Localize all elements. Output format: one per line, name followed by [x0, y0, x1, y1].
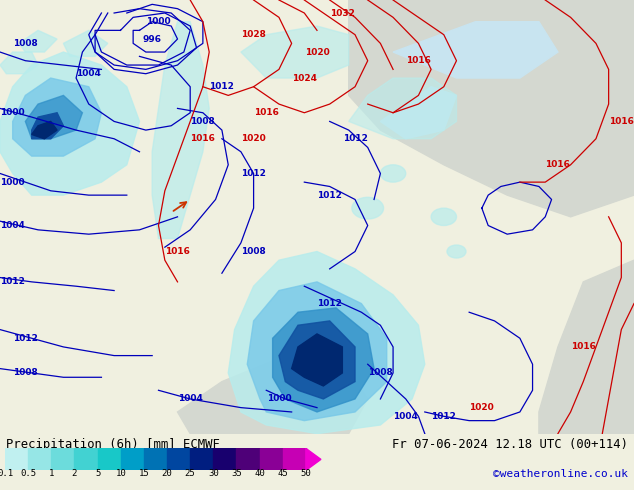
Polygon shape — [349, 0, 634, 217]
Text: 1024: 1024 — [292, 74, 317, 82]
Polygon shape — [279, 321, 355, 399]
Text: 35: 35 — [231, 469, 242, 478]
Text: 1016: 1016 — [165, 247, 190, 256]
Text: 996: 996 — [143, 34, 162, 44]
Text: Fr 07-06-2024 12.18 UTC (00+114): Fr 07-06-2024 12.18 UTC (00+114) — [392, 438, 628, 451]
Polygon shape — [0, 52, 38, 74]
Bar — [74, 448, 98, 470]
Text: 1004: 1004 — [0, 221, 25, 230]
Text: 10: 10 — [115, 469, 126, 478]
Text: 1000: 1000 — [267, 394, 291, 403]
Text: 1016: 1016 — [571, 343, 596, 351]
Bar — [120, 448, 144, 470]
Bar — [259, 448, 283, 470]
Text: 1004: 1004 — [76, 69, 101, 78]
Polygon shape — [32, 122, 57, 139]
Polygon shape — [241, 26, 349, 78]
Polygon shape — [306, 448, 321, 470]
Bar — [28, 448, 51, 470]
Text: 1004: 1004 — [393, 412, 418, 421]
Text: 1012: 1012 — [317, 299, 342, 308]
Text: 1028: 1028 — [241, 30, 266, 39]
Text: 1020: 1020 — [304, 48, 330, 56]
Text: 1008: 1008 — [13, 368, 38, 377]
Polygon shape — [63, 30, 108, 56]
Text: 1000: 1000 — [1, 108, 25, 117]
Polygon shape — [349, 78, 456, 139]
Bar — [213, 448, 236, 470]
Text: 15: 15 — [139, 469, 149, 478]
Polygon shape — [25, 96, 82, 139]
Text: 1012: 1012 — [13, 334, 38, 343]
Polygon shape — [393, 22, 558, 78]
Text: 0.5: 0.5 — [20, 469, 36, 478]
Text: 30: 30 — [208, 469, 219, 478]
Text: 1012: 1012 — [241, 169, 266, 178]
Polygon shape — [380, 87, 456, 139]
Text: 40: 40 — [254, 469, 265, 478]
Text: 1008: 1008 — [13, 39, 38, 48]
Circle shape — [447, 245, 466, 258]
Bar — [236, 448, 259, 470]
Text: 20: 20 — [162, 469, 172, 478]
Text: 1016: 1016 — [190, 134, 216, 143]
Text: 1008: 1008 — [368, 368, 393, 377]
Bar — [190, 448, 213, 470]
Text: 2: 2 — [72, 469, 77, 478]
Text: 45: 45 — [277, 469, 288, 478]
Text: 1012: 1012 — [209, 82, 235, 91]
Text: 1020: 1020 — [469, 403, 495, 412]
Polygon shape — [19, 30, 57, 52]
Text: 1008: 1008 — [241, 247, 266, 256]
Polygon shape — [13, 78, 101, 156]
Polygon shape — [32, 113, 63, 139]
Text: 1016: 1016 — [254, 108, 279, 117]
Text: 0.1: 0.1 — [0, 469, 13, 478]
Text: 1016: 1016 — [406, 56, 431, 65]
Polygon shape — [539, 260, 634, 434]
Text: Precipitation (6h) [mm] ECMWF: Precipitation (6h) [mm] ECMWF — [6, 438, 220, 451]
Text: 1012: 1012 — [431, 412, 456, 421]
Bar — [144, 448, 167, 470]
Polygon shape — [152, 22, 209, 239]
Text: 1016: 1016 — [545, 160, 571, 169]
Text: 1012: 1012 — [0, 277, 25, 286]
Bar — [283, 448, 306, 470]
Text: 1: 1 — [49, 469, 54, 478]
Circle shape — [380, 165, 406, 182]
Bar — [98, 448, 120, 470]
Text: 1004: 1004 — [178, 394, 203, 403]
Text: 5: 5 — [95, 469, 100, 478]
Polygon shape — [228, 251, 425, 434]
Text: 1016: 1016 — [609, 117, 634, 126]
Bar — [5, 448, 28, 470]
Text: 1032: 1032 — [330, 8, 355, 18]
Text: 1000: 1000 — [1, 178, 25, 187]
Polygon shape — [247, 282, 387, 420]
Polygon shape — [273, 308, 374, 412]
Text: 1008: 1008 — [190, 117, 216, 126]
Bar — [167, 448, 190, 470]
Polygon shape — [0, 52, 139, 195]
Bar — [51, 448, 74, 470]
Circle shape — [352, 197, 384, 219]
Circle shape — [431, 208, 456, 225]
Polygon shape — [178, 356, 368, 434]
Polygon shape — [292, 334, 342, 386]
Text: 1000: 1000 — [146, 17, 171, 26]
Text: 25: 25 — [184, 469, 195, 478]
Text: 1012: 1012 — [342, 134, 368, 143]
Text: ©weatheronline.co.uk: ©weatheronline.co.uk — [493, 468, 628, 479]
Text: 50: 50 — [301, 469, 311, 478]
Text: 1020: 1020 — [241, 134, 266, 143]
Text: 1012: 1012 — [317, 191, 342, 199]
